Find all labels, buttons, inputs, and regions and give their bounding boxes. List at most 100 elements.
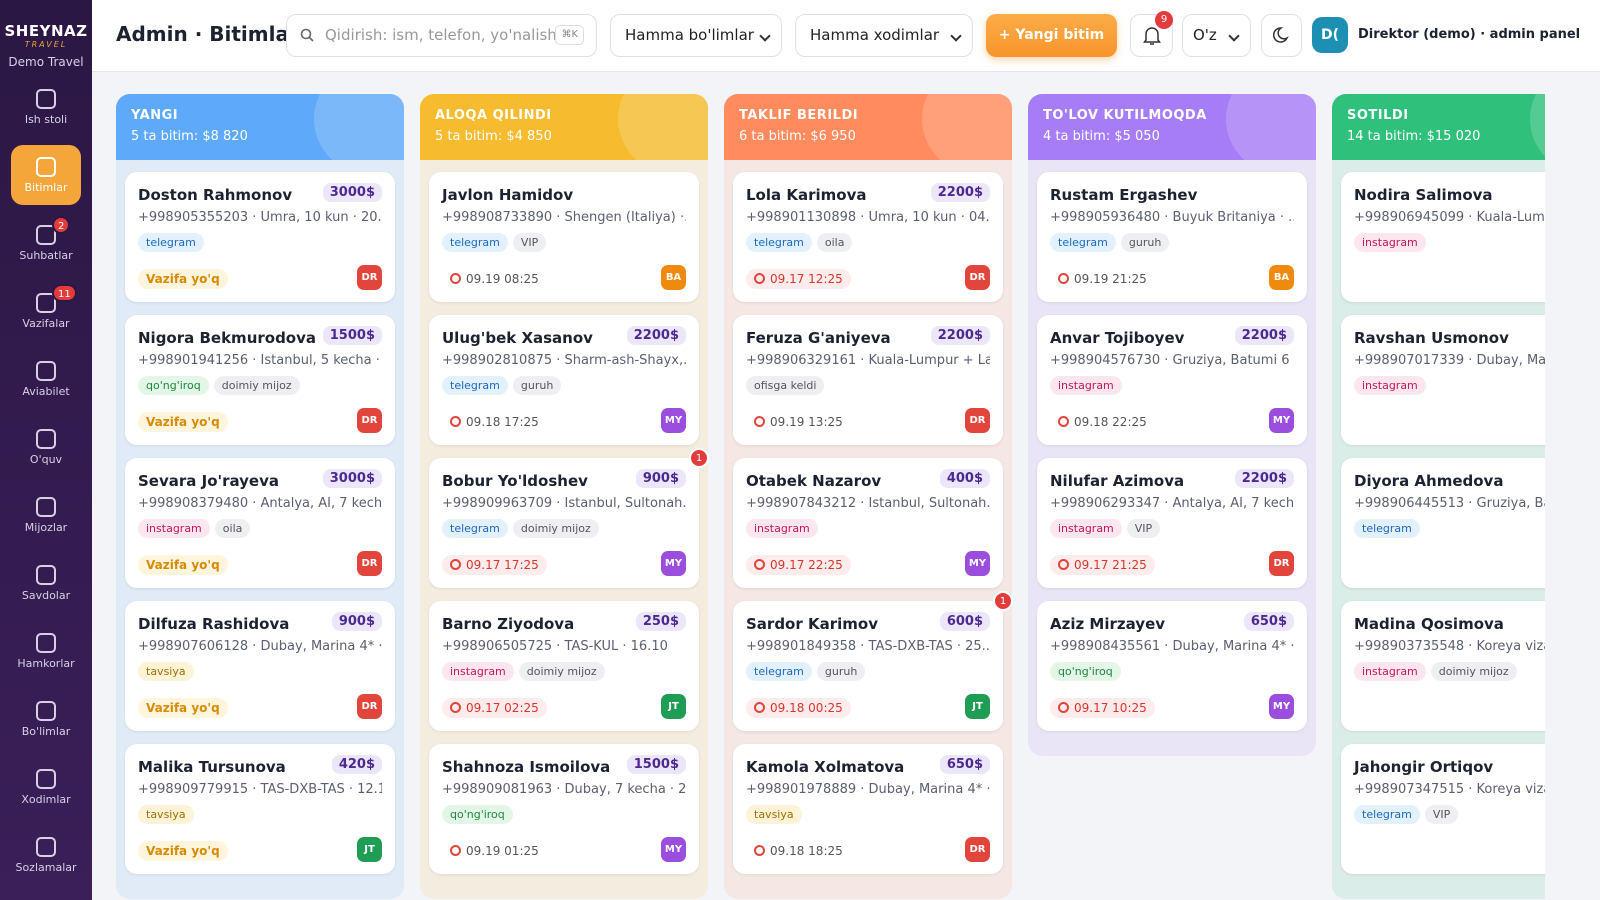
column: TAKLIF BERILDI 6 ta bitim: $6 950 Lola Kar… — [724, 94, 1013, 899]
client-name: Shahnoza Ismoilova — [442, 758, 611, 776]
deal-card[interactable]: Sardor Karimov 600$ +998901849358 · TAS-DX… — [733, 591, 1013, 731]
department-filter[interactable]: Hamma bo'limlar — [610, 14, 782, 57]
price: 650$ — [939, 755, 990, 774]
client-name: Ulug'bek Xasanov — [442, 329, 593, 347]
price: 600$ — [939, 612, 990, 631]
nav-item[interactable]: Vazifalar 11 — [11, 281, 81, 341]
deal-card[interactable]: Shahnoza Ismoilova 1500$ +998909081963 · D… — [429, 744, 699, 874]
language[interactable]: O'z — [1182, 14, 1251, 57]
footer-text: Vazifa yo'q — [146, 558, 220, 572]
deal-card[interactable]: Doston Rahmonov 3000$ +998905355203 · Umra… — [125, 172, 395, 302]
footer-text: 09.18 18:25 — [770, 844, 843, 858]
deal-card[interactable]: Malika Tursunova 420$ +998909779915 · TAS-… — [125, 744, 395, 874]
alarm-icon — [1058, 559, 1069, 570]
tag: telegram — [138, 233, 204, 252]
tags: telegram — [138, 231, 382, 252]
assignee-avatar: JT — [661, 694, 686, 719]
tag: doimiy mijoz — [518, 662, 605, 681]
search[interactable]: Qidirish: ism, telefon, yo'nalish ⌘K — [286, 14, 597, 57]
staff-filter[interactable]: Hamma xodimlar — [795, 14, 973, 57]
tags: telegram — [1354, 517, 1545, 538]
deal-card[interactable]: Otabek Nazarov 400$ +998907843212 · Istanb… — [733, 458, 1003, 588]
notifications[interactable]: 9 — [1130, 11, 1173, 57]
deal-card[interactable]: Ravshan Usmonov +998907017339 · Dubay, Ma… — [1341, 315, 1545, 445]
deal-card[interactable]: Lola Karimova 2200$ +998901130898 · Umra, … — [733, 172, 1003, 302]
assignee-avatar: DR — [357, 551, 382, 576]
client-name: Barno Ziyodova — [442, 615, 575, 633]
tags: ofisga keldi — [746, 374, 990, 395]
nav-item[interactable]: Ish stoli — [11, 77, 81, 137]
assignee-avatar: DR — [965, 408, 990, 433]
column-header: TO'LOV KUTILMOQDA 4 ta bitim: $5 050 — [1028, 94, 1316, 160]
footer-text: 09.19 13:25 — [770, 415, 843, 429]
column-title: YANGI — [131, 108, 179, 123]
client-name: Sardor Karimov — [746, 615, 878, 633]
details: +998909081963 · Dubay, 7 kecha · 2... — [442, 782, 686, 797]
deal-card[interactable]: Feruza G'aniyeva 2200$ +998906329161 · Kua… — [733, 315, 1003, 445]
user-avatar[interactable]: D( — [1312, 17, 1348, 53]
footer: 09.17 12:25 — [746, 269, 851, 289]
footer: 09.19 08:25 — [442, 269, 547, 289]
deal-card[interactable]: Madina Qosimova +998903735548 · Koreya vi… — [1341, 601, 1545, 731]
deal-card[interactable]: Javlon Hamidov +998908733890 · Shengen (I… — [429, 172, 699, 302]
details: +998907017339 · Dubay, Marin — [1354, 353, 1545, 368]
deal-card[interactable]: Barno Ziyodova 250$ +998906505725 · TAS-KU… — [429, 601, 699, 731]
deal-card[interactable]: Nodira Salimova +998906945099 · Kuala-Lum… — [1341, 172, 1545, 302]
price: 250$ — [635, 612, 686, 631]
deal-card[interactable]: Ulug'bek Xasanov 2200$ +998902810875 · Sha… — [429, 315, 699, 445]
deal-card[interactable]: Rustam Ergashev +998905936480 · Buyuk Bri… — [1037, 172, 1307, 302]
tags: telegram VIP — [442, 231, 686, 252]
client-name: Rustam Ergashev — [1050, 186, 1198, 204]
nav-icon — [36, 565, 56, 585]
column: SOTILDI 14 ta bitim: $15 020 Nodira Salimo… — [1332, 94, 1545, 899]
deal-card[interactable]: Nilufar Azimova 2200$ +998906293347 · Anta… — [1037, 458, 1307, 588]
details: +998905936480 · Buyuk Britaniya · ... — [1050, 210, 1294, 225]
footer: Vazifa yo'q — [138, 555, 228, 575]
tags: qo'ng'iroq — [442, 803, 686, 824]
tags: telegram guruh — [746, 660, 990, 681]
tag: guruh — [1120, 233, 1170, 252]
nav-item[interactable]: Bitimlar — [11, 145, 81, 205]
tag: telegram — [442, 233, 508, 252]
nav-item[interactable]: Xodimlar — [11, 757, 81, 817]
tag: instagram — [1354, 233, 1426, 252]
client-name: Diyora Ahmedova — [1354, 472, 1504, 490]
nav-item[interactable]: Aviabilet — [11, 349, 81, 409]
deal-card[interactable]: Jahongir Ortiqov +998907347515 · Koreya v… — [1341, 744, 1545, 874]
nav-item[interactable]: Hamkorlar — [11, 621, 81, 681]
assignee-avatar: DR — [357, 408, 382, 433]
nav-item[interactable]: Suhbatlar 2 — [11, 213, 81, 273]
assignee-avatar: DR — [357, 265, 382, 290]
deal-card[interactable]: Kamola Xolmatova 650$ +998901978889 · Duba… — [733, 744, 1003, 874]
new-deal-button[interactable]: + Yangi bitim — [986, 14, 1117, 57]
deal-card[interactable]: Diyora Ahmedova +998906445513 · Gruziya, … — [1341, 458, 1545, 588]
nav-item[interactable]: O'quv — [11, 417, 81, 477]
column-summary: 14 ta bitim: $15 020 — [1347, 129, 1481, 144]
tag: telegram — [1354, 805, 1420, 824]
deal-card[interactable]: Dilfuza Rashidova 900$ +998907606128 · Dub… — [125, 601, 395, 731]
nav-item[interactable]: Mijozlar — [11, 485, 81, 545]
client-name: Anvar Tojiboyev — [1050, 329, 1185, 347]
alarm-icon — [450, 845, 461, 856]
footer-text: Vazifa yo'q — [146, 272, 220, 286]
theme-toggle[interactable] — [1261, 14, 1302, 57]
shortcut: ⌘K — [555, 25, 584, 45]
nav-item[interactable]: Sozlamalar — [11, 825, 81, 885]
card-list: Rustam Ergashev +998905936480 · Buyuk Bri… — [1028, 160, 1316, 731]
tag: VIP — [512, 233, 547, 252]
details: +998908733890 · Shengen (Italiya) ·... — [442, 210, 686, 225]
deal-card[interactable]: Anvar Tojiboyev 2200$ +998904576730 · Gruz… — [1037, 315, 1307, 445]
deal-card[interactable]: Sevara Jo'rayeva 3000$ +998908379480 · Ant… — [125, 458, 395, 588]
column-header: YANGI 5 ta bitim: $8 820 — [116, 94, 404, 160]
deal-card[interactable]: Nigora Bekmurodova 1500$ +998901941256 · I… — [125, 315, 395, 445]
price: 400$ — [939, 469, 990, 488]
logo: SHEYNAZ — [4, 22, 88, 40]
card-badge: 1 — [689, 448, 709, 468]
assignee-avatar: DR — [1269, 551, 1294, 576]
footer-text: Vazifa yo'q — [146, 701, 220, 715]
deal-card[interactable]: Aziz Mirzayev 650$ +998908435561 · Dubay, … — [1037, 601, 1307, 731]
sidebar: SHEYNAZ TRAVEL Demo Travel Ish stoli Biti… — [0, 0, 92, 900]
nav-item[interactable]: Bo'limlar — [11, 689, 81, 749]
deal-card[interactable]: Bobur Yo'ldoshev 900$ +998909963709 · Ista… — [429, 448, 709, 588]
nav-item[interactable]: Savdolar — [11, 553, 81, 613]
